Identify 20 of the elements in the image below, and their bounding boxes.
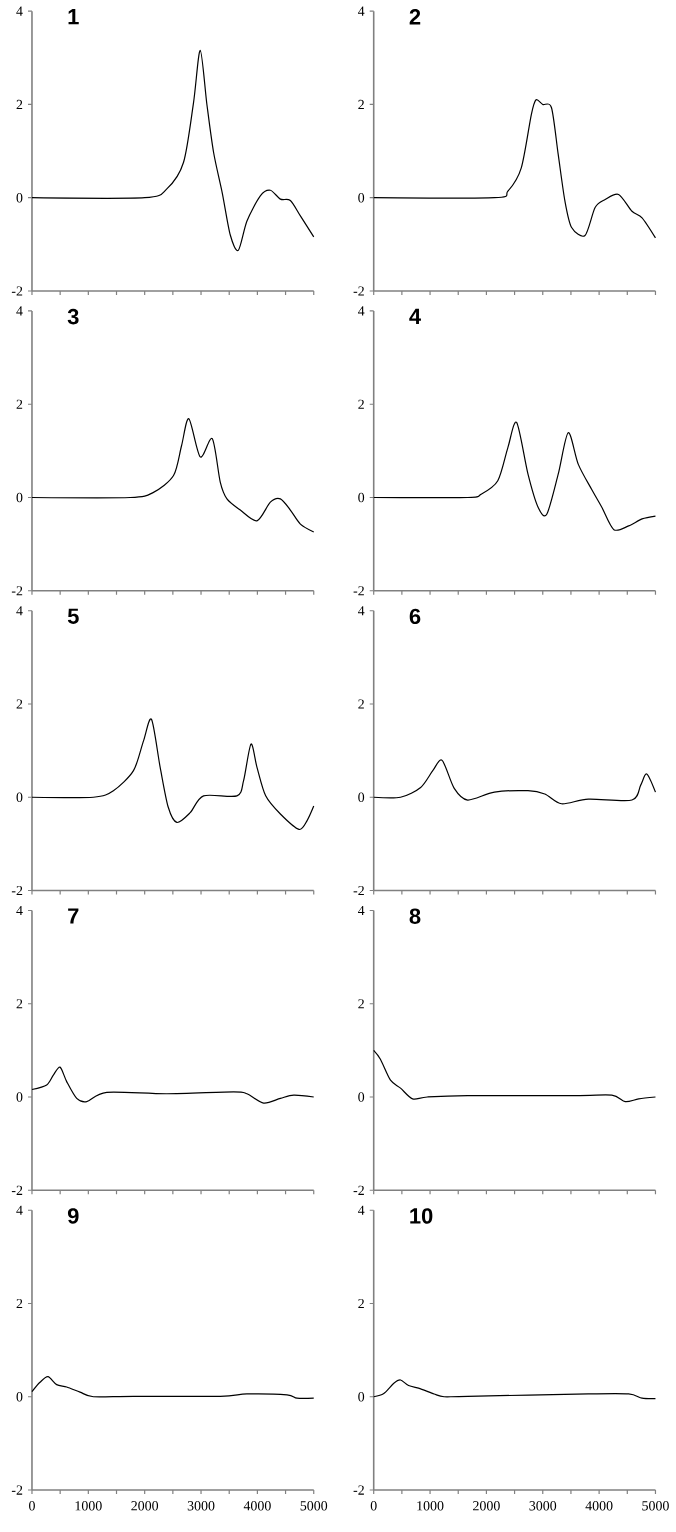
line-series: [31, 1376, 315, 1399]
chart-title: 6: [409, 608, 421, 625]
line-series: [373, 1379, 657, 1400]
chart-title: 9: [67, 1208, 79, 1224]
line-series: [373, 421, 657, 531]
chart-title: 1: [68, 9, 79, 25]
line-series: [373, 98, 657, 239]
chart-title: 8: [409, 908, 421, 924]
line-series: [31, 418, 315, 533]
chart-title: 7: [68, 908, 79, 924]
chart-title: 10: [410, 1208, 433, 1224]
chart-title: 2: [409, 9, 421, 25]
line-series: [31, 718, 315, 831]
line-series: [31, 1066, 315, 1104]
chart-title: 4: [409, 308, 421, 324]
chart-title: 5: [67, 608, 79, 624]
line-series: [31, 49, 315, 252]
line-series: [373, 1049, 657, 1103]
line-series: [373, 759, 657, 805]
chart-title: 3: [67, 308, 79, 325]
